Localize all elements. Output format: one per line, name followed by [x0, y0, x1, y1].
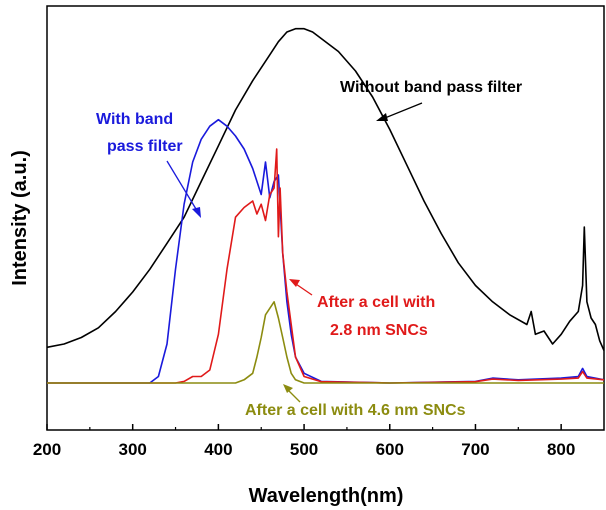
- arrow-with-filter: [166, 160, 200, 215]
- y-axis-title: Intensity (a.u.): [9, 150, 31, 286]
- x-tick-label-600: 600: [376, 440, 404, 459]
- x-axis: 200 300 400 500 600 700 800: [33, 424, 575, 459]
- arrowhead-2p8nm: [289, 279, 300, 287]
- x-tick-label-800: 800: [547, 440, 575, 459]
- annotation-with-filter: With band: [96, 111, 173, 128]
- series-layer: [46, 27, 605, 384]
- series-line-0: [46, 27, 605, 351]
- x-tick-label-200: 200: [33, 440, 61, 459]
- arrowhead-without-filter: [376, 113, 388, 121]
- series-line-3: [47, 300, 604, 384]
- plot-frame: [46, 5, 605, 431]
- annotation-without-filter: Without band pass filter: [340, 79, 522, 96]
- annotation-2p8nm-line2: 2.8 nm SNCs: [330, 322, 428, 339]
- annotation-2p8nm: After a cell with: [317, 294, 435, 311]
- arrowhead-4p6nm: [283, 384, 293, 393]
- x-tick-label-500: 500: [290, 440, 318, 459]
- x-tick-label-700: 700: [461, 440, 489, 459]
- series-line-2: [47, 148, 605, 384]
- arrowhead-with-filter: [192, 207, 201, 218]
- x-tick-label-400: 400: [204, 440, 232, 459]
- annotation-4p6nm: After a cell with 4.6 nm SNCs: [245, 402, 466, 419]
- x-axis-title: Wavelength(nm): [249, 485, 404, 507]
- annotation-with-filter-line2: pass filter: [107, 138, 183, 155]
- series-line-1: [47, 118, 605, 384]
- x-tick-label-300: 300: [119, 440, 147, 459]
